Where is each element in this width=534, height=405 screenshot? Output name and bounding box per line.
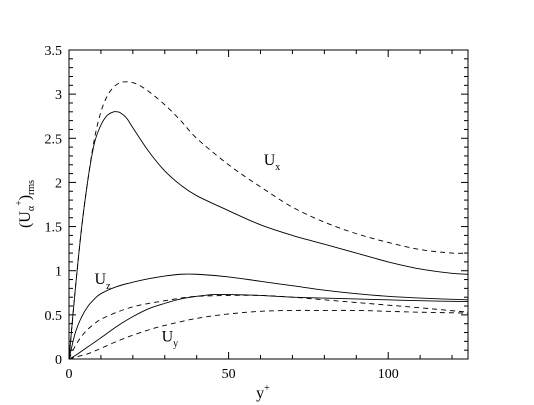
series-line-5-solid (68, 293, 469, 360)
annotation-ux-base: U (264, 152, 276, 169)
series-layer (68, 81, 469, 360)
x-axis-title-base: y (256, 385, 264, 402)
plot-area-border (68, 49, 469, 360)
annotation-ux: Ux (264, 152, 281, 173)
series-line-3-solid (68, 273, 469, 360)
x-tick-label: 100 (378, 367, 399, 382)
y-tick-label: 1.5 (45, 221, 63, 236)
plot-frame (68, 49, 469, 360)
y-tick-label: 2.5 (45, 132, 63, 147)
y-axis-title-alpha: α (26, 205, 37, 211)
annotation-uy: Uy (162, 328, 179, 349)
annotation-uz: Uz (95, 271, 112, 292)
y-tick-label: 0 (55, 353, 62, 368)
y-axis-title-open: (U (17, 211, 34, 228)
series-line-6-dashed (68, 309, 469, 360)
y-tick-label: 3.5 (45, 44, 63, 59)
annotation-uy-sub: y (173, 338, 178, 349)
y-axis-title-close: ) (17, 195, 34, 200)
x-axis-title: y+ (256, 383, 270, 402)
y-axis-title-sub: rms (26, 180, 37, 195)
x-axis-title-sup: + (264, 383, 270, 394)
series-line-1-dashed (68, 81, 469, 360)
y-axis-title: (Uα+)rms (14, 180, 37, 228)
annotation-uz-base: U (95, 271, 107, 288)
annotation-ux-sub: x (275, 162, 280, 173)
svg-text:Uy: Uy (162, 328, 179, 349)
y-tick-label: 1 (55, 265, 62, 280)
y-tick-label: 2 (55, 176, 62, 191)
y-tick-label: 0.5 (45, 309, 63, 324)
y-axis-title-sup: + (14, 200, 25, 206)
series-line-4-dashed (68, 294, 469, 360)
x-tick-label: 50 (222, 367, 236, 382)
annotation-uz-sub: z (106, 281, 111, 292)
svg-text:Ux: Ux (264, 152, 281, 173)
x-tick-label: 0 (66, 367, 73, 382)
axis-ticks: 0 50 100 0 0.5 1 1.5 2 2.5 3 3.5 (45, 44, 468, 382)
series-line-2-solid (68, 111, 469, 360)
svg-text:Uz: Uz (95, 271, 112, 292)
annotation-uy-base: U (162, 328, 174, 345)
y-tick-label: 3 (55, 88, 62, 103)
